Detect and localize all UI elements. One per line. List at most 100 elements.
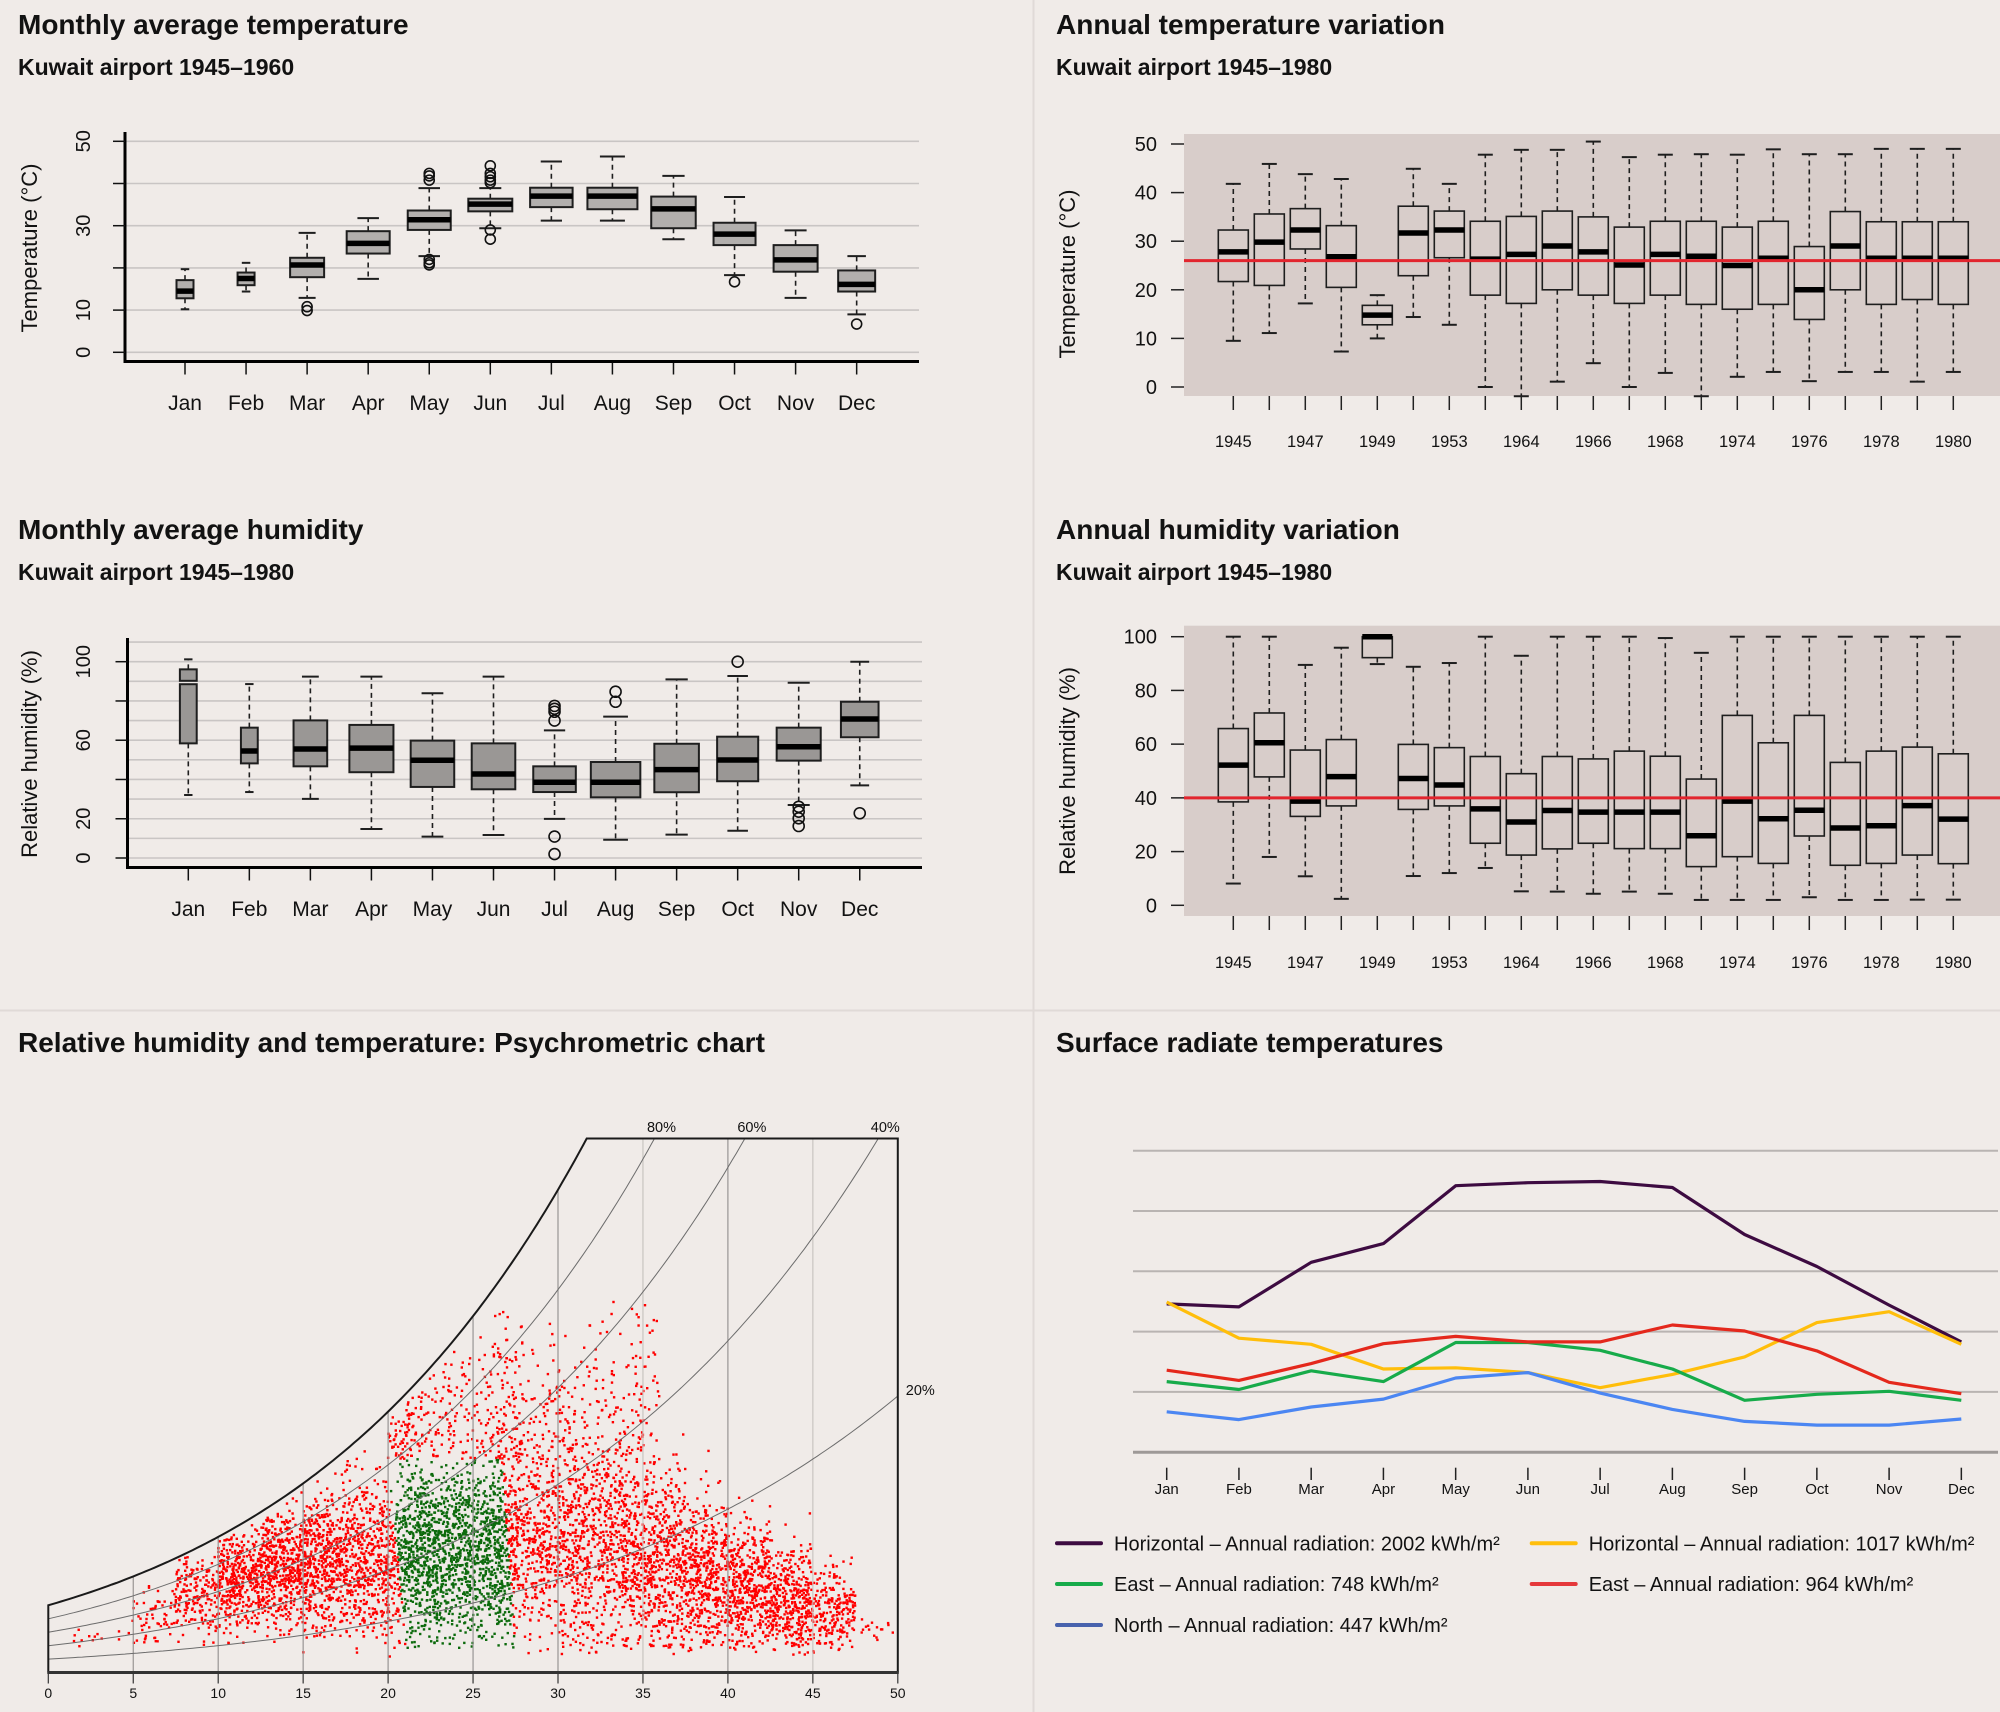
scatter-point [255,1616,259,1620]
comfort-scatter-point [491,1484,494,1487]
scatter-point [339,1562,342,1566]
scatter-point [601,1387,605,1390]
scatter-point [434,1387,437,1390]
scatter-point [329,1545,332,1548]
scatter-point [355,1584,359,1587]
comfort-scatter-point [420,1502,423,1505]
scatter-point [316,1612,319,1615]
comfort-scatter-point [433,1550,436,1554]
comfort-scatter-point [423,1518,426,1521]
comfort-scatter-point [422,1503,426,1506]
scatter-point [380,1562,383,1566]
comfort-scatter-point [421,1585,424,1588]
scatter-point [652,1379,655,1382]
comfort-scatter-point [490,1460,493,1463]
comfort-scatter-point [413,1472,416,1475]
scatter-point [461,1451,464,1454]
scatter-point [504,1414,507,1417]
scatter-point [504,1360,507,1364]
comfort-scatter-point [494,1549,497,1552]
scatter-point [219,1607,222,1610]
comfort-scatter-point [406,1599,409,1602]
comfort-scatter-point [413,1516,416,1520]
scatter-point [245,1575,249,1579]
scatter-point [287,1558,290,1562]
scatter-point [438,1415,441,1419]
comfort-scatter-point [406,1561,410,1564]
comfort-scatter-point [502,1569,505,1573]
scatter-point [562,1405,565,1408]
comfort-scatter-point [440,1495,444,1499]
scatter-point [469,1456,472,1459]
comfort-scatter-point [432,1608,435,1612]
scatter-point [610,1372,614,1376]
scatter-point [237,1574,240,1578]
scatter-point [243,1567,247,1570]
scatter-point [258,1552,261,1555]
chart-subtitle: Kuwait airport 1945–1960 [18,54,294,80]
scatter-point [254,1621,258,1625]
scatter-point [609,1413,612,1417]
scatter-point [202,1591,206,1594]
scatter-point [491,1436,494,1439]
scatter-point [245,1617,248,1620]
comfort-scatter-point [476,1613,479,1616]
comfort-scatter-point [433,1600,436,1603]
scatter-point [259,1556,262,1559]
scatter-point [191,1600,195,1603]
scatter-point [148,1626,151,1629]
scatter-point [187,1589,190,1592]
comfort-scatter-point [441,1547,445,1550]
scatter-point [221,1562,225,1565]
scatter-point [465,1408,468,1411]
scatter-point [249,1555,252,1559]
box-iqr [837,269,877,293]
scatter-point [653,1353,657,1356]
scatter-point [499,1440,503,1443]
scatter-point [177,1577,180,1580]
scatter-point [280,1597,283,1600]
scatter-point [329,1598,333,1601]
scatter-point [585,1489,589,1492]
comfort-scatter-point [436,1581,439,1584]
comfort-scatter-point [403,1563,407,1566]
scatter-point [423,1413,426,1417]
scatter-point [541,1384,545,1387]
comfort-scatter-point [467,1495,470,1498]
scatter-point [251,1542,255,1546]
scatter-point [333,1570,336,1574]
scatter-point [266,1602,269,1606]
comfort-scatter-point [475,1553,479,1556]
comfort-scatter-point [499,1586,502,1589]
scatter-point [388,1576,392,1580]
comfort-scatter-point [504,1575,507,1578]
comfort-scatter-point [462,1531,465,1535]
comfort-scatter-point [443,1514,446,1518]
scatter-point [293,1597,296,1601]
comfort-scatter-point [416,1562,420,1565]
comfort-scatter-point [434,1572,437,1576]
comfort-scatter-point [448,1528,451,1532]
scatter-point [288,1618,292,1621]
box-17 [1793,635,1826,899]
scatter-point [461,1373,464,1377]
comfort-scatter-point [488,1529,491,1533]
comfort-scatter-point [443,1541,447,1545]
comfort-scatter-point [501,1544,504,1548]
scatter-point [369,1553,372,1556]
comfort-scatter-point [410,1550,413,1553]
comfort-scatter-point [436,1602,439,1605]
scatter-point [298,1592,301,1595]
x-tick-label: Aug [594,392,631,415]
scatter-point [224,1539,227,1542]
scatter-point [277,1607,280,1611]
box-iqr [1577,758,1610,845]
scatter-point [310,1514,314,1517]
scatter-point [356,1557,360,1560]
scatter-point [647,1408,651,1411]
scatter-point [389,1521,392,1524]
scatter-point [314,1610,317,1613]
comfort-scatter-point [403,1568,407,1572]
comfort-scatter-point [486,1539,490,1542]
scatter-point [230,1601,233,1605]
